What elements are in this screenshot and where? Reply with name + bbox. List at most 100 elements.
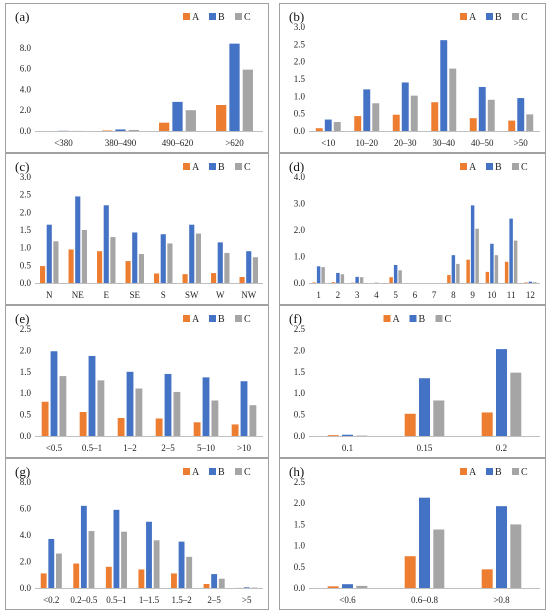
bar-B-5 <box>189 224 195 283</box>
panel-label: (f) <box>289 311 302 326</box>
bar-C-3 <box>449 68 457 131</box>
bar-C-4 <box>211 400 219 436</box>
x-tick-label: 6 <box>413 290 418 300</box>
bar-B-7 <box>246 251 252 283</box>
bar-A-4 <box>171 573 177 588</box>
bar-A-0 <box>315 128 323 131</box>
bar-B-4 <box>393 264 398 283</box>
x-tick-label: >620 <box>225 138 244 148</box>
y-tick-label: 3.0 <box>20 172 32 182</box>
bar-B-1 <box>336 272 340 283</box>
bar-A-1 <box>331 282 336 283</box>
panel-7: (h) 0.0 0.5 1.0 1.5 2.0 2.5 <0.6 0.6–0.8 >0.8 A B C <box>279 458 546 610</box>
panel-label: (e) <box>15 311 29 326</box>
x-tick-label: 40–50 <box>471 138 494 148</box>
bar-B-4 <box>478 86 486 131</box>
bar-A-2 <box>97 251 103 283</box>
legend-swatch-C <box>435 315 443 322</box>
x-tick-label: SW <box>185 290 199 300</box>
y-tick-label: 8.0 <box>20 43 32 53</box>
bar-B-0 <box>50 351 58 436</box>
bar-A-0 <box>40 573 47 588</box>
panel-5: (f) 0.0 0.5 1.0 1.5 2.0 2.5 0.1 0.15 0.2 A B C <box>279 305 546 458</box>
legend-label-B: B <box>218 162 225 173</box>
x-tick-label: 0.5–1 <box>106 595 126 605</box>
bar-B-0 <box>48 538 55 588</box>
y-tick-label: 0.0 <box>294 431 306 441</box>
y-tick-label: 2.5 <box>294 324 306 334</box>
legend-label-B: B <box>218 12 225 23</box>
bar-C-1 <box>433 529 445 588</box>
x-tick-label: 8 <box>451 290 456 300</box>
x-tick-label: 2–5 <box>207 595 221 605</box>
legend-swatch-A <box>460 13 467 20</box>
bar-C-3 <box>153 540 160 588</box>
x-tick-label: <0.2 <box>43 595 59 605</box>
y-tick-label: 2.0 <box>20 345 32 355</box>
x-tick-label: 10–20 <box>356 138 379 148</box>
panel-3: (d)0.01.02.03.04.01 2 3 4 5 6 7 8 9 10 11 12A B C <box>279 153 546 305</box>
bar-B-2 <box>172 101 183 131</box>
legend-swatch-B <box>409 315 417 322</box>
y-tick-label: 0.0 <box>20 278 32 288</box>
bar-A-2 <box>392 114 400 131</box>
y-tick-label: 0.0 <box>20 431 32 441</box>
bar-B-2 <box>113 509 120 588</box>
legend-swatch-C <box>512 163 519 170</box>
x-tick-label: 4 <box>374 290 379 300</box>
bar-C-0 <box>356 585 368 588</box>
legend-swatch-A <box>183 468 190 475</box>
x-tick-label: E <box>104 290 110 300</box>
bar-B-4 <box>202 377 210 436</box>
x-tick-label: 1.5–2 <box>171 595 191 605</box>
legend-label-A: A <box>192 12 200 23</box>
bar-C-4 <box>167 243 173 283</box>
legend-swatch-B <box>209 13 216 20</box>
bar-C-2 <box>185 110 196 131</box>
legend-label-B: B <box>218 467 225 478</box>
bar-A-1 <box>404 413 416 436</box>
bar-C-2 <box>410 95 418 131</box>
y-tick-label: 2.0 <box>20 105 32 115</box>
y-tick-label: 1.5 <box>294 367 306 377</box>
bar-B-4 <box>178 541 185 588</box>
legend-label-A: A <box>192 162 200 173</box>
x-tick-label: 2 <box>336 290 341 300</box>
legend-swatch-C <box>235 468 242 475</box>
x-tick-label: 490–620 <box>162 138 194 148</box>
x-tick-label: 0.1 <box>342 443 353 453</box>
x-tick-label: 2–5 <box>161 443 175 453</box>
panel-label: (h) <box>289 464 304 479</box>
x-tick-label: 0.5–1 <box>82 443 102 453</box>
y-tick-label: 1.5 <box>20 367 32 377</box>
legend-label-B: B <box>218 314 225 325</box>
legend-label-A: A <box>192 467 200 478</box>
bar-B-11 <box>528 281 533 283</box>
bar-A-2 <box>481 569 493 588</box>
x-tick-label: 1–2 <box>123 443 137 453</box>
y-tick-label: 2.5 <box>20 324 32 334</box>
y-tick-label: 0.0 <box>20 583 32 593</box>
y-tick-label: 4.0 <box>20 530 32 540</box>
bar-B-1 <box>115 129 126 131</box>
y-tick-label: 0.0 <box>294 126 306 136</box>
y-tick-label: 1.5 <box>294 74 306 84</box>
legend-label-A: A <box>469 467 477 478</box>
bar-B-3 <box>132 232 138 283</box>
y-tick-label: 6.0 <box>20 504 32 514</box>
bar-C-0 <box>59 376 67 436</box>
y-tick-label: 0.0 <box>294 583 306 593</box>
x-tick-label: >5 <box>242 595 252 605</box>
x-tick-label: NW <box>241 290 256 300</box>
bar-B-0 <box>316 266 321 283</box>
bar-B-3 <box>229 43 240 131</box>
x-tick-label: 9 <box>470 290 475 300</box>
y-tick-label: 0.5 <box>20 260 32 270</box>
bar-B-10 <box>509 218 513 283</box>
y-tick-label: 2.0 <box>294 345 306 355</box>
bar-C-5 <box>195 233 201 283</box>
bar-B-0 <box>324 119 332 131</box>
bar-A-9 <box>485 271 490 283</box>
y-tick-label: 3.0 <box>294 199 306 209</box>
bar-C-0 <box>55 553 62 588</box>
